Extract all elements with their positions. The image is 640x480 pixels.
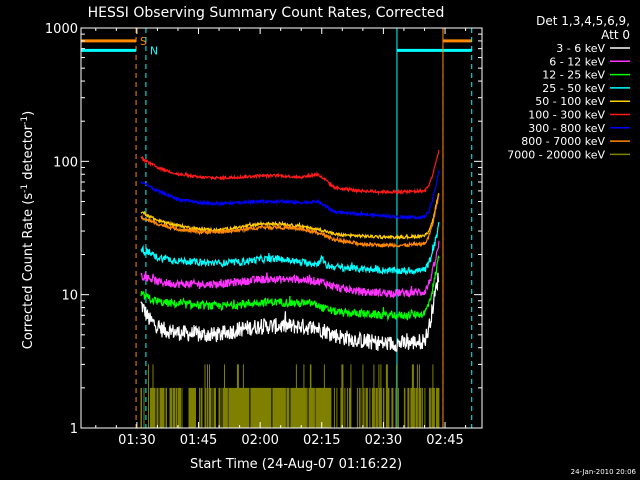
timestamp-footer: 24-Jan-2010 20:06 [571, 468, 637, 476]
y-tick-label: 1000 [45, 22, 78, 37]
legend-header-line-2: Att 0 [601, 28, 630, 42]
series-line [140, 193, 440, 249]
legend-label: 3 - 6 keV [556, 42, 605, 55]
legend-header-line-1: Det 1,3,4,5,6,9, [536, 14, 630, 28]
x-tick-label: 01:45 [180, 433, 217, 448]
series-line [140, 272, 440, 352]
chart-title: HESSI Observing Summary Count Rates, Cor… [88, 5, 445, 21]
plot-frame [80, 27, 483, 429]
x-tick-label: 01:30 [118, 433, 155, 448]
x-axis-label: Start Time (24-Aug-07 01:16:22) [190, 457, 402, 472]
series-line [140, 149, 440, 196]
x-tick-label: 02:30 [365, 433, 402, 448]
series-line [140, 192, 440, 241]
series-line [140, 240, 440, 299]
legend-label: 300 - 800 keV [528, 122, 605, 135]
legend-label: 6 - 12 keV [549, 55, 605, 68]
mode-flag-label: S [140, 35, 147, 48]
series-layer [140, 149, 440, 428]
mode-flag-label: N [150, 44, 158, 57]
legend-label: 50 - 100 keV [535, 95, 605, 108]
y-axis-label: Corrected Count Rate (s-1 detector-1) [20, 111, 36, 349]
series-line [140, 221, 440, 276]
ticks-layer: 01:30 01:45 02:00 02:15 02:30 02:45 1 10 100 1000 [45, 22, 482, 448]
series-line [140, 169, 440, 221]
legend-label: 800 - 7000 keV [521, 135, 605, 148]
y-tick-label: 100 [53, 155, 78, 170]
legend-label: 100 - 300 keV [528, 109, 605, 122]
series-line [140, 364, 440, 428]
x-tick-label: 02:00 [241, 433, 278, 448]
legend-label: 25 - 50 keV [542, 82, 605, 95]
legend-label: 7000 - 20000 keV [507, 148, 605, 161]
x-tick-label: 02:45 [426, 433, 463, 448]
y-tick-label: 10 [61, 289, 78, 304]
series-line [140, 255, 440, 322]
x-tick-label: 02:15 [303, 433, 340, 448]
legend-label: 12 - 25 keV [542, 69, 605, 82]
y-tick-label: 1 [70, 422, 78, 437]
